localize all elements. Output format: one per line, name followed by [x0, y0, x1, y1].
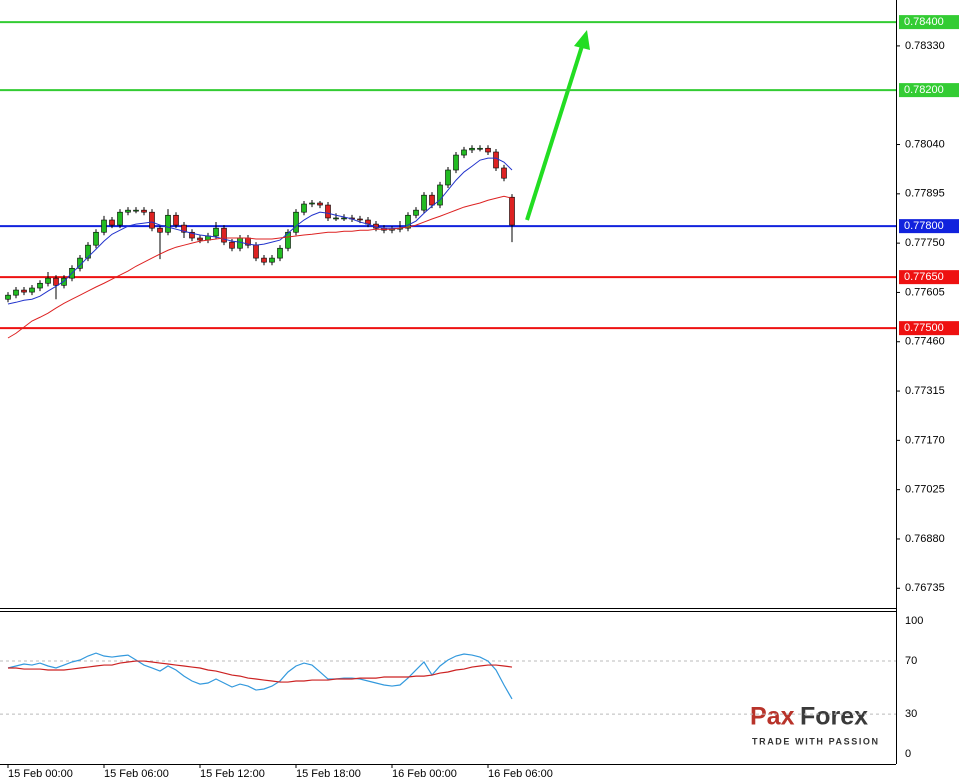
- y-tick-label: 0.78330: [905, 40, 945, 52]
- candle-body: [333, 217, 339, 220]
- candle-body: [165, 214, 171, 233]
- candle-body: [261, 257, 267, 263]
- y-tick-label: 0.77315: [905, 385, 945, 397]
- logo: Pax Forex TRADE WITH PASSION: [750, 703, 880, 747]
- candle-body: [325, 204, 331, 219]
- candle-body: [277, 247, 283, 259]
- logo-brand-b: Forex: [800, 703, 868, 731]
- candle-body: [29, 287, 35, 293]
- candle-body: [53, 277, 59, 286]
- candle-body: [141, 209, 147, 213]
- candle-body: [197, 237, 203, 241]
- y-tick-label: 0.77750: [905, 237, 945, 249]
- logo-tagline: TRADE WITH PASSION: [752, 736, 880, 746]
- y-tick-label: 0: [905, 748, 911, 760]
- y-tick-label: 0.77025: [905, 484, 945, 496]
- candle-body: [269, 257, 275, 263]
- candle-body: [341, 217, 347, 220]
- level-label-box: [899, 270, 959, 285]
- level-label: 0.78200: [904, 84, 944, 96]
- level-label-box: [899, 219, 959, 234]
- candle-body: [429, 194, 435, 206]
- forecast-arrow: [525, 30, 590, 221]
- y-tick-label: 0.76880: [905, 533, 945, 545]
- candle-body: [293, 211, 299, 233]
- x-tick-label: 15 Feb 06:00: [104, 768, 169, 780]
- candle-body: [421, 194, 427, 211]
- candle-body: [285, 231, 291, 249]
- candle-body: [413, 209, 419, 216]
- level-label: 0.78400: [904, 16, 944, 28]
- level-label-box: [899, 321, 959, 336]
- candle-body: [229, 241, 235, 249]
- candle-body: [237, 237, 243, 249]
- candle-body: [21, 289, 27, 293]
- candle-body: [13, 289, 19, 296]
- x-tick-label: 15 Feb 18:00: [296, 768, 361, 780]
- y-tick-label: 70: [905, 655, 917, 667]
- candle-body: [461, 149, 467, 156]
- candle-body: [45, 277, 51, 284]
- y-tick-label: 0.77895: [905, 188, 945, 200]
- level-label: 0.77800: [904, 220, 944, 232]
- candle-body: [317, 202, 323, 206]
- candle-body: [437, 184, 443, 206]
- y-tick-label: 0.77170: [905, 434, 945, 446]
- candle-body: [157, 227, 163, 233]
- candle-body: [493, 151, 499, 169]
- candle-body: [125, 209, 131, 213]
- candle-body: [117, 211, 123, 226]
- candle-body: [357, 218, 363, 221]
- candle-body: [189, 231, 195, 239]
- moving-average: [7, 157, 513, 305]
- candle-body: [221, 227, 227, 243]
- y-tick-label: 100: [905, 615, 923, 627]
- candle-body: [469, 147, 475, 151]
- candle-body: [485, 147, 491, 153]
- candle-body: [301, 203, 307, 213]
- candle-body: [405, 214, 411, 229]
- x-tick-label: 16 Feb 06:00: [488, 768, 553, 780]
- candle-body: [85, 244, 91, 259]
- candle-body: [453, 154, 459, 171]
- candle-body: [509, 196, 515, 226]
- x-tick-label: 16 Feb 00:00: [392, 768, 457, 780]
- candle-body: [5, 294, 11, 300]
- candle-body: [93, 231, 99, 246]
- candle-body: [37, 282, 43, 289]
- x-tick-label: 15 Feb 12:00: [200, 768, 265, 780]
- level-label: 0.77500: [904, 322, 944, 334]
- level-label: 0.77650: [904, 271, 944, 283]
- candle-body: [253, 244, 259, 259]
- indicator-line: [8, 660, 513, 683]
- y-tick-label: 0.77605: [905, 286, 945, 298]
- x-tick-label: 15 Feb 00:00: [8, 768, 73, 780]
- indicator-line: [7, 652, 513, 700]
- candle-body: [309, 202, 315, 205]
- y-tick-label: 0.76735: [905, 582, 945, 594]
- candle-body: [445, 169, 451, 186]
- candle-body: [133, 209, 139, 212]
- logo-brand-a: Pax: [750, 703, 795, 731]
- candle-body: [173, 214, 179, 226]
- candle-body: [101, 219, 107, 233]
- candle-body: [109, 219, 115, 226]
- candle-body: [501, 167, 507, 179]
- candle-body: [477, 147, 483, 150]
- candle-body: [149, 211, 155, 229]
- level-label-box: [899, 83, 959, 98]
- candle-body: [213, 227, 219, 237]
- y-tick-label: 0.77460: [905, 336, 945, 348]
- y-tick-label: 30: [905, 708, 917, 720]
- moving-average: [7, 195, 513, 339]
- y-tick-label: 0.78040: [905, 138, 945, 150]
- candle-body: [181, 224, 187, 233]
- level-label-box: [899, 15, 959, 30]
